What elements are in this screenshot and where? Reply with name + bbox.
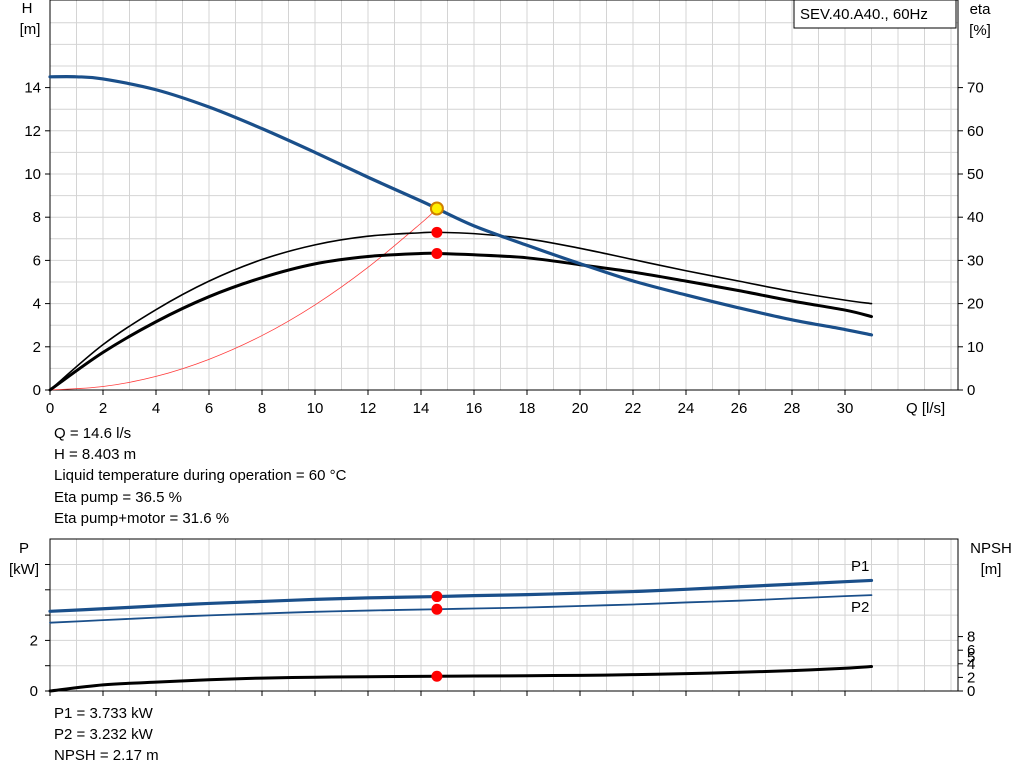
npsh-tick-label: 8 — [967, 629, 975, 646]
x-tick-label: 6 — [205, 400, 213, 417]
y-tick-label: 6 — [33, 252, 41, 269]
p2-curve — [49, 594, 873, 624]
npsh-tick-label: 6 — [967, 642, 975, 659]
y2-tick-label: 50 — [967, 166, 984, 183]
y2-tick-label: 0 — [967, 382, 975, 399]
y-tick-label: 0 — [33, 382, 41, 399]
y-tick-label: 14 — [24, 80, 41, 97]
performance-duty-points — [429, 201, 444, 259]
x-tick-label: 20 — [572, 400, 589, 417]
y2-axis-label-line-2: [%] — [969, 22, 991, 39]
head-curve — [48, 75, 874, 337]
x-tick-label: 12 — [360, 400, 377, 417]
x-tick-label: 16 — [466, 400, 483, 417]
x-tick-label: 26 — [731, 400, 748, 417]
y-tick-label: 4 — [33, 296, 41, 313]
p-tick-label: 0 — [30, 683, 38, 700]
power-grid — [49, 539, 958, 691]
system-curve — [49, 208, 438, 391]
p2-series-label: P2 — [851, 599, 869, 616]
x-tick-label: 28 — [784, 400, 801, 417]
eta-pump-readout: Eta pump = 36.5 % — [54, 489, 182, 506]
y2-axis-label-line-1: eta — [970, 1, 992, 18]
y-tick-label: 8 — [33, 209, 41, 226]
x-tick-label: 10 — [307, 400, 324, 417]
pump-model-label: SEV.40.A40., 60Hz — [800, 6, 928, 23]
npsh-axis-label-line-1: NPSH — [970, 540, 1012, 557]
y2-tick-label: 60 — [967, 123, 984, 140]
performance-axes: 0 2 4 6 8 10 12 14 16 18 20 22 24 26 28 300246810121401… — [24, 80, 983, 417]
eta-pump-motor-readout: Eta pump+motor = 31.6 % — [54, 510, 230, 527]
x-tick-label: 14 — [413, 400, 430, 417]
duty-point-eta-marker — [431, 226, 443, 238]
npsh-curve — [48, 665, 873, 693]
npsh-tick-label: 4 — [967, 656, 975, 673]
p-axis-label-line-2: [kW] — [9, 561, 39, 578]
y2-tick-label: 40 — [967, 209, 984, 226]
performance-panel: 0 2 4 6 8 10 12 14 16 18 20 22 24 26 28 300246810121401… — [20, 0, 992, 417]
flow-readout: Q = 14.6 l/s — [54, 425, 132, 442]
p2-readout: P2 = 3.232 kW — [54, 726, 153, 743]
duty-point-marker — [431, 591, 443, 603]
x-tick-label: 30 — [837, 400, 854, 417]
npsh-tick-label: 2 — [967, 669, 975, 686]
p1-series-label: P1 — [851, 558, 869, 575]
power-duty-points — [431, 591, 443, 682]
y-tick-label: 12 — [24, 123, 41, 140]
pump-model-legend-frame — [793, 0, 957, 29]
npsh-tick-label: 0 — [967, 683, 975, 700]
x-tick-label: 18 — [519, 400, 536, 417]
x-tick-label: 22 — [625, 400, 642, 417]
npsh-tick-label: 5 — [967, 649, 975, 666]
eta-pump-motor-curve — [48, 251, 873, 392]
p-tick-label: 2 — [30, 632, 38, 649]
x-tick-label: 2 — [99, 400, 107, 417]
power-curves — [48, 578, 874, 693]
x-axis-label: Q [l/s] — [906, 400, 945, 417]
head-readout: H = 8.403 m — [54, 446, 137, 463]
performance-plot-frame — [49, 0, 959, 391]
p1-curve — [48, 578, 874, 613]
pump-model-legend: SEV.40.A40., 60Hz — [793, 0, 957, 29]
y2-tick-label: 10 — [967, 339, 984, 356]
y2-tick-label: 70 — [967, 80, 984, 97]
eta-pump-curve — [49, 231, 873, 391]
duty-point-marker — [431, 603, 443, 615]
y-axis-label-line-1: H — [22, 0, 33, 17]
npsh-readout: NPSH = 2.17 m — [54, 747, 159, 764]
x-tick-label: 0 — [46, 400, 54, 417]
p1-readout: P1 = 3.733 kW — [54, 705, 153, 722]
liquid-temperature-readout: Liquid temperature during operation = 60… — [54, 467, 347, 484]
duty-point-head-marker — [429, 201, 444, 216]
duty-point-marker — [431, 670, 443, 682]
y2-tick-label: 20 — [967, 296, 984, 313]
x-tick-label: 8 — [258, 400, 266, 417]
performance-curves — [48, 75, 874, 392]
y-tick-label: 10 — [24, 166, 41, 183]
y2-tick-label: 30 — [967, 252, 984, 269]
p-axis-label-line-1: P — [19, 540, 29, 557]
performance-grid — [49, 0, 958, 390]
npsh-axis-label-line-2: [m] — [981, 561, 1002, 578]
x-tick-label: 4 — [152, 400, 160, 417]
y-axis-label-line-2: [m] — [20, 21, 41, 38]
duty-point-eta-marker — [431, 247, 443, 259]
y-tick-label: 2 — [33, 339, 41, 356]
x-tick-label: 24 — [678, 400, 695, 417]
